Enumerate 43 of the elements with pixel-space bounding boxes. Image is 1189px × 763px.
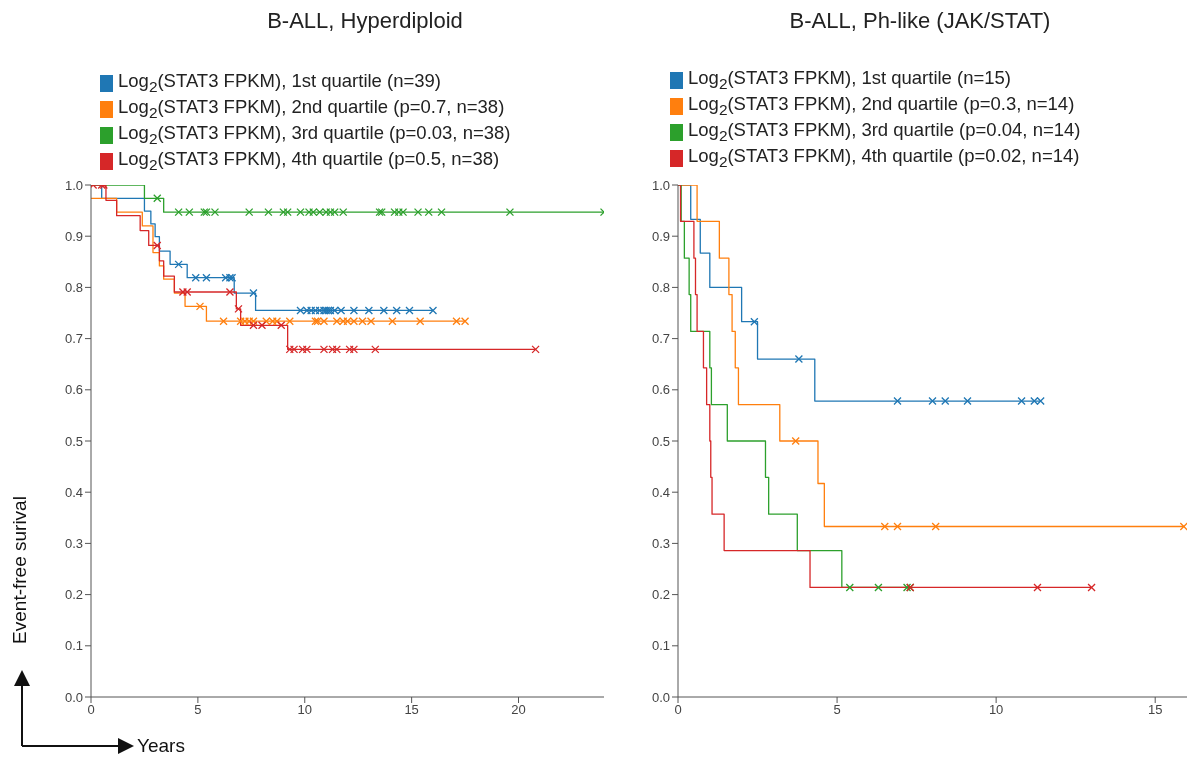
y-tick-label: 0.3 bbox=[64, 536, 83, 552]
legend-label: Log$_{2}$(STAT3 FPKM), 4th quartile (p=0.5, n=38) bbox=[118, 148, 500, 174]
y-tick-label: 0.4 bbox=[64, 484, 83, 500]
y-tick-label: 0.2 bbox=[651, 587, 670, 603]
x-tick-label: 15 bbox=[404, 702, 419, 718]
y-tick-label: 0.5 bbox=[651, 433, 670, 449]
y-tick-label: 0.8 bbox=[651, 280, 670, 296]
y-tick-label: 0.9 bbox=[64, 228, 83, 244]
y-tick-label: 0.6 bbox=[64, 382, 83, 398]
x-tick-label: 20 bbox=[511, 702, 526, 718]
y-tick-label: 0.8 bbox=[64, 280, 83, 296]
x-tick-label: 0 bbox=[87, 702, 95, 718]
y-axis-title: Event-free surival bbox=[9, 496, 31, 644]
legend-label: Log$_{2}$(STAT3 FPKM), 2nd quartile (p=0.7, n=38) bbox=[118, 96, 505, 122]
legend-label: Log$_{2}$(STAT3 FPKM), 3rd quartile (p=0.04, n=14) bbox=[688, 119, 1081, 145]
legend-label: Log$_{2}$(STAT3 FPKM), 1st quartile (n=39) bbox=[118, 70, 442, 96]
y-tick-label: 0.4 bbox=[651, 484, 670, 500]
legend-label: Log$_{2}$(STAT3 FPKM), 4th quartile (p=0.02, n=14) bbox=[688, 145, 1080, 171]
y-tick-label: 0.0 bbox=[64, 689, 83, 705]
legend-label: Log$_{2}$(STAT3 FPKM), 3rd quartile (p=0.03, n=38) bbox=[118, 122, 511, 148]
y-tick-label: 0.3 bbox=[651, 536, 670, 552]
y-tick-label: 0.2 bbox=[64, 587, 83, 603]
y-tick-label: 0.7 bbox=[651, 331, 670, 347]
legend-label: Log$_{2}$(STAT3 FPKM), 1st quartile (n=15) bbox=[688, 67, 1012, 93]
x-tick-label: 0 bbox=[674, 702, 682, 718]
chart-title: B-ALL, Hyperdiploid bbox=[267, 8, 463, 34]
y-tick-label: 0.9 bbox=[651, 228, 670, 244]
x-tick-label: 10 bbox=[297, 702, 312, 718]
x-tick-label: 10 bbox=[988, 702, 1004, 718]
x-tick-label: 5 bbox=[194, 702, 202, 718]
y-tick-label: 0.1 bbox=[651, 638, 670, 654]
y-tick-label: 0.6 bbox=[651, 382, 670, 398]
y-tick-label: 0.0 bbox=[651, 689, 670, 705]
x-axis-title: Years bbox=[137, 735, 185, 757]
chart-title: B-ALL, Ph-like (JAK/STAT) bbox=[789, 8, 1051, 34]
y-tick-label: 1.0 bbox=[64, 177, 83, 193]
y-tick-label: 0.7 bbox=[64, 331, 83, 347]
legend-label: Log$_{2}$(STAT3 FPKM), 2nd quartile (p=0.3, n=14) bbox=[688, 93, 1075, 119]
y-tick-label: 0.5 bbox=[64, 433, 83, 449]
y-tick-label: 0.1 bbox=[64, 638, 83, 654]
x-tick-label: 5 bbox=[833, 702, 841, 718]
y-tick-label: 1.0 bbox=[651, 177, 670, 193]
x-tick-label: 15 bbox=[1147, 702, 1163, 718]
